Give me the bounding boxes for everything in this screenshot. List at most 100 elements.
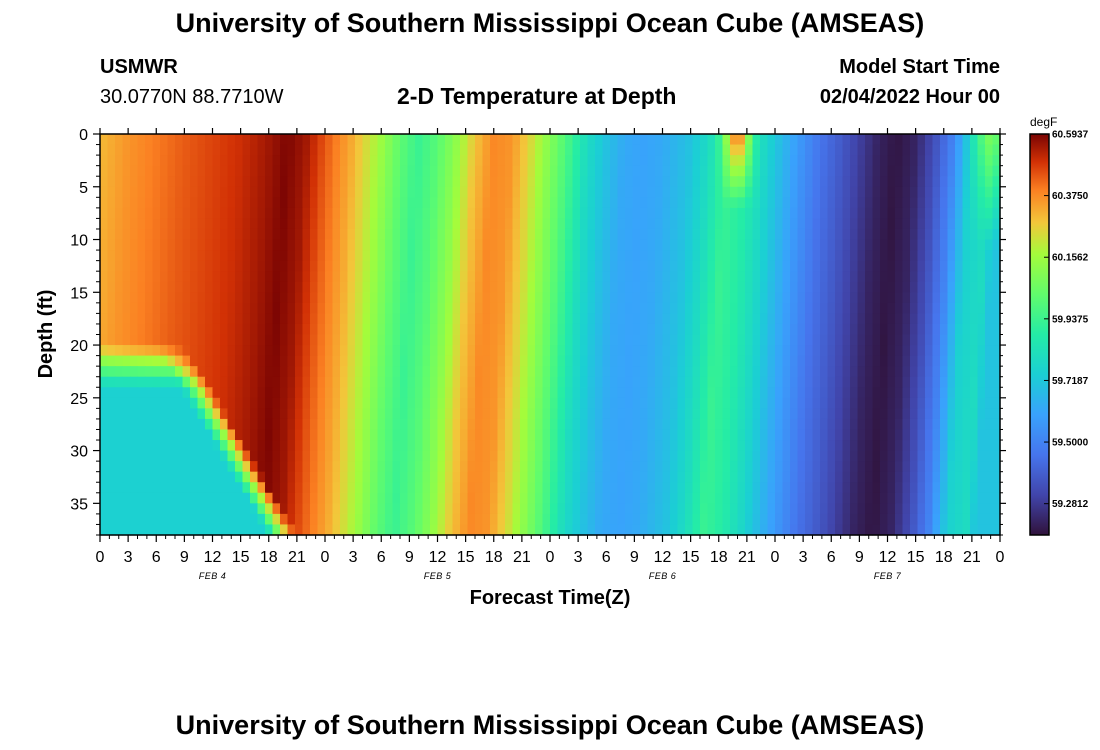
heatmap-cell bbox=[602, 260, 611, 272]
heatmap-cell bbox=[265, 440, 274, 452]
heatmap-cell bbox=[565, 313, 574, 325]
heatmap-cell bbox=[805, 302, 814, 314]
heatmap-cell bbox=[617, 292, 626, 304]
heatmap-cell bbox=[115, 144, 124, 156]
heatmap-cell bbox=[595, 513, 604, 526]
heatmap-cell bbox=[625, 228, 634, 241]
heatmap-cell bbox=[842, 134, 851, 146]
heatmap-cell bbox=[505, 513, 514, 526]
heatmap-cell bbox=[580, 503, 589, 515]
heatmap-cell bbox=[182, 492, 191, 504]
heatmap-cell bbox=[932, 260, 941, 272]
heatmap-cell bbox=[895, 207, 904, 220]
heatmap-cell bbox=[505, 260, 514, 272]
heatmap-cell bbox=[805, 155, 814, 167]
heatmap-cell bbox=[580, 429, 589, 441]
heatmap-cell bbox=[655, 292, 664, 304]
heatmap-cell bbox=[917, 503, 926, 515]
heatmap-cell bbox=[872, 186, 881, 198]
heatmap-cell bbox=[167, 366, 176, 378]
heatmap-cell bbox=[655, 355, 664, 367]
heatmap-cell bbox=[107, 134, 116, 146]
heatmap-cell bbox=[602, 461, 611, 473]
heatmap-cell bbox=[377, 165, 386, 177]
heatmap-cell bbox=[647, 461, 656, 473]
heatmap-cell bbox=[137, 524, 146, 536]
heatmap-cell bbox=[760, 366, 769, 378]
heatmap-cell bbox=[242, 461, 251, 473]
heatmap-cell bbox=[677, 186, 686, 198]
heatmap-cell bbox=[700, 503, 709, 515]
heatmap-cell bbox=[902, 418, 911, 431]
heatmap-cell bbox=[467, 366, 476, 378]
heatmap-cell bbox=[512, 461, 521, 473]
heatmap-cell bbox=[490, 176, 499, 188]
heatmap-cell bbox=[692, 313, 701, 325]
heatmap-cell bbox=[227, 450, 236, 462]
heatmap-cell bbox=[512, 376, 521, 388]
heatmap-cell bbox=[685, 144, 694, 156]
heatmap-cell bbox=[610, 197, 619, 209]
heatmap-cell bbox=[565, 440, 574, 452]
heatmap-cell bbox=[730, 292, 739, 304]
heatmap-cell bbox=[685, 440, 694, 452]
heatmap-cell bbox=[557, 260, 566, 272]
heatmap-cell bbox=[122, 250, 131, 262]
heatmap-cell bbox=[640, 218, 649, 230]
heatmap-cell bbox=[947, 302, 956, 314]
heatmap-cell bbox=[490, 387, 499, 399]
x-tick-label: 9 bbox=[180, 549, 189, 566]
heatmap-cell bbox=[895, 429, 904, 441]
heatmap-cell bbox=[925, 440, 934, 452]
heatmap-cell bbox=[122, 503, 131, 515]
heatmap-cell bbox=[595, 440, 604, 452]
heatmap-cell bbox=[422, 207, 431, 220]
heatmap-cell bbox=[917, 271, 926, 283]
heatmap-cell bbox=[317, 408, 326, 420]
heatmap-cell bbox=[670, 292, 679, 304]
heatmap-cell bbox=[400, 271, 409, 283]
heatmap-cell bbox=[535, 292, 544, 304]
heatmap-cell bbox=[520, 418, 529, 431]
heatmap-cell bbox=[392, 281, 401, 293]
heatmap-cell bbox=[985, 144, 994, 156]
heatmap-cell bbox=[662, 176, 671, 188]
heatmap-cell bbox=[730, 250, 739, 262]
heatmap-cell bbox=[865, 440, 874, 452]
heatmap-cell bbox=[685, 271, 694, 283]
heatmap-cell bbox=[272, 165, 281, 177]
heatmap-cell bbox=[797, 450, 806, 462]
heatmap-cell bbox=[940, 281, 949, 293]
heatmap-cell bbox=[257, 524, 266, 536]
heatmap-cell bbox=[985, 134, 994, 146]
heatmap-cell bbox=[700, 513, 709, 526]
heatmap-cell bbox=[182, 176, 191, 188]
heatmap-cell bbox=[182, 418, 191, 431]
heatmap-cell bbox=[347, 281, 356, 293]
heatmap-cell bbox=[677, 429, 686, 441]
heatmap-cell bbox=[812, 355, 821, 367]
heatmap-cell bbox=[970, 440, 979, 452]
heatmap-cell bbox=[265, 461, 274, 473]
heatmap-cell bbox=[407, 408, 416, 420]
heatmap-cell bbox=[325, 250, 334, 262]
heatmap-cell bbox=[437, 429, 446, 441]
heatmap-cell bbox=[325, 482, 334, 494]
heatmap-cell bbox=[542, 144, 551, 156]
heatmap-cell bbox=[970, 503, 979, 515]
heatmap-cell bbox=[272, 176, 281, 188]
heatmap-cell bbox=[445, 207, 454, 220]
heatmap-cell bbox=[460, 429, 469, 441]
heatmap-cell bbox=[115, 429, 124, 441]
heatmap-cell bbox=[145, 376, 154, 388]
heatmap-cell bbox=[977, 250, 986, 262]
heatmap-cell bbox=[775, 492, 784, 504]
heatmap-cell bbox=[452, 218, 461, 230]
heatmap-cell bbox=[685, 218, 694, 230]
heatmap-cell bbox=[520, 228, 529, 241]
heatmap-cell bbox=[355, 503, 364, 515]
heatmap-cell bbox=[137, 408, 146, 420]
heatmap-cell bbox=[655, 323, 664, 336]
heatmap-cell bbox=[947, 461, 956, 473]
heatmap-cell bbox=[512, 355, 521, 367]
